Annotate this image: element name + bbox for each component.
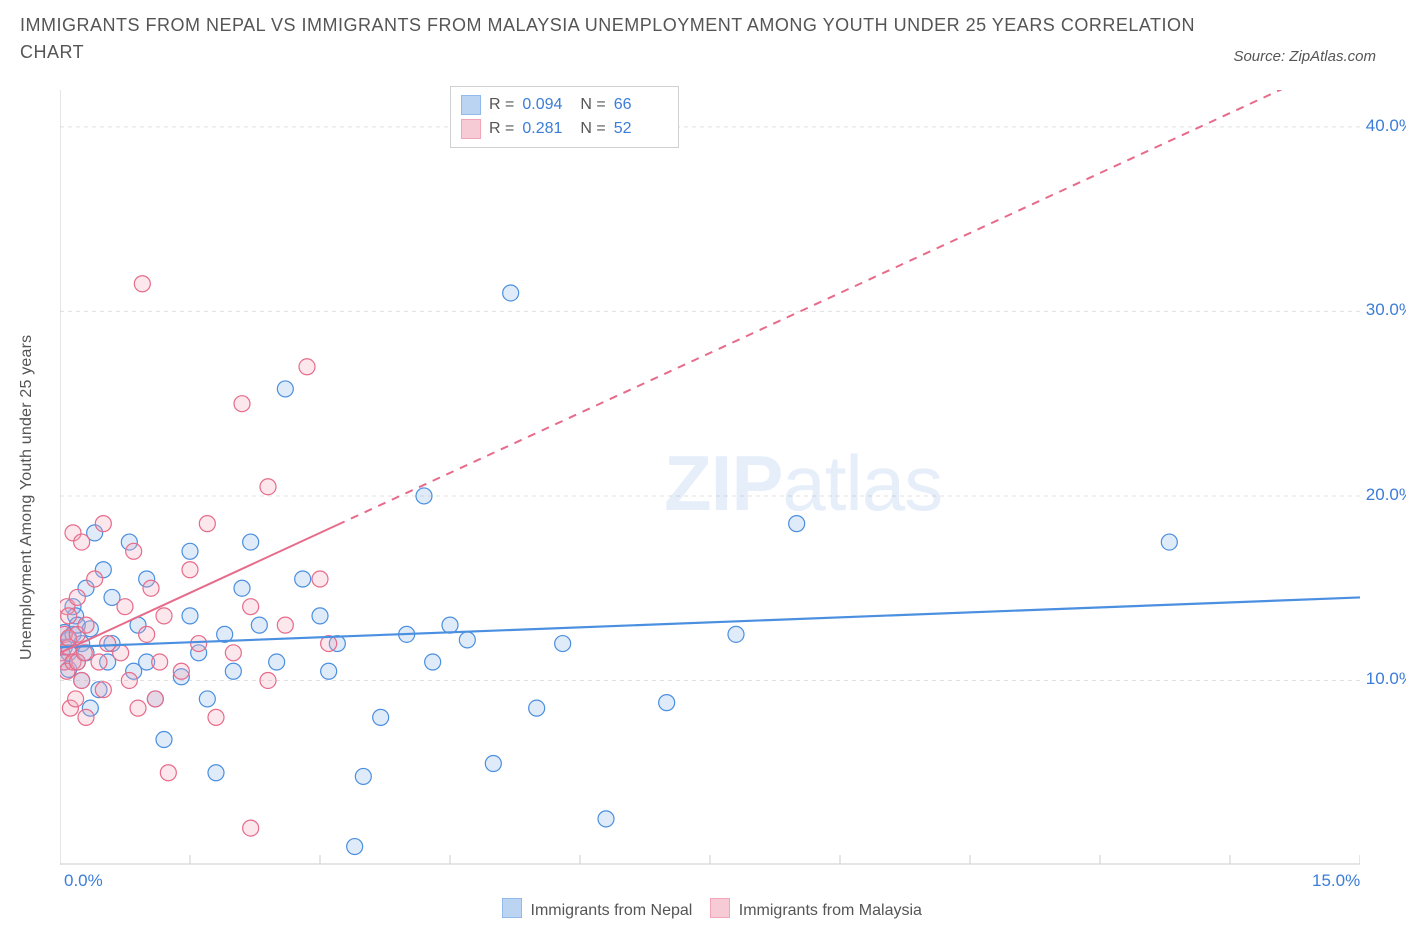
chart-title-line1: IMMIGRANTS FROM NEPAL VS IMMIGRANTS FROM… — [20, 15, 1195, 35]
data-point-nepal — [728, 626, 744, 642]
correlation-stats-box: R = 0.094 N = 66 R = 0.281 N = 52 — [450, 86, 679, 148]
data-point-nepal — [789, 516, 805, 532]
data-point-nepal — [234, 580, 250, 596]
data-point-nepal — [442, 617, 458, 633]
data-point-malaysia — [68, 691, 84, 707]
data-point-malaysia — [130, 700, 146, 716]
data-point-malaysia — [243, 599, 259, 615]
data-point-nepal — [269, 654, 285, 670]
data-point-malaysia — [95, 682, 111, 698]
data-point-malaysia — [87, 571, 103, 587]
data-point-nepal — [295, 571, 311, 587]
stats-n-label: N = — [580, 93, 605, 117]
data-point-nepal — [225, 663, 241, 679]
data-point-malaysia — [208, 709, 224, 725]
data-point-malaysia — [117, 599, 133, 615]
data-point-malaysia — [61, 608, 77, 624]
data-point-malaysia — [182, 562, 198, 578]
stats-row-malaysia: R = 0.281 N = 52 — [461, 117, 664, 141]
data-point-nepal — [1161, 534, 1177, 550]
data-point-malaysia — [260, 479, 276, 495]
data-point-nepal — [425, 654, 441, 670]
chart-title-line2: CHART — [20, 42, 84, 62]
stats-row-nepal: R = 0.094 N = 66 — [461, 93, 664, 117]
data-point-nepal — [485, 756, 501, 772]
data-point-malaysia — [74, 672, 90, 688]
data-point-malaysia — [121, 672, 137, 688]
data-point-nepal — [312, 608, 328, 624]
data-point-nepal — [321, 663, 337, 679]
data-point-malaysia — [199, 516, 215, 532]
data-point-nepal — [182, 543, 198, 559]
data-point-nepal — [503, 285, 519, 301]
y-tick-label: 20.0% — [1354, 485, 1406, 505]
data-point-nepal — [529, 700, 545, 716]
data-point-malaysia — [74, 534, 90, 550]
data-point-nepal — [208, 765, 224, 781]
data-point-malaysia — [143, 580, 159, 596]
data-point-nepal — [243, 534, 259, 550]
legend-swatch-nepal — [461, 95, 481, 115]
data-point-malaysia — [126, 543, 142, 559]
chart-title: IMMIGRANTS FROM NEPAL VS IMMIGRANTS FROM… — [20, 12, 1220, 66]
data-point-nepal — [182, 608, 198, 624]
legend-swatch-malaysia — [710, 898, 730, 918]
data-point-malaysia — [173, 663, 189, 679]
scatter-plot — [60, 90, 1360, 865]
y-axis-label: Unemployment Among Youth under 25 years — [18, 335, 36, 660]
data-point-nepal — [555, 636, 571, 652]
legend-label-malaysia: Immigrants from Malaysia — [734, 902, 922, 919]
data-point-nepal — [347, 839, 363, 855]
series-legend: Immigrants from Nepal Immigrants from Ma… — [0, 898, 1406, 920]
data-point-malaysia — [234, 396, 250, 412]
stats-r-label: R = — [489, 93, 514, 117]
legend-swatch-malaysia — [461, 119, 481, 139]
data-point-malaysia — [152, 654, 168, 670]
data-point-malaysia — [78, 709, 94, 725]
regression-line-malaysia-solid — [60, 525, 337, 653]
stats-n-value: 66 — [614, 93, 664, 117]
data-point-nepal — [355, 768, 371, 784]
data-point-nepal — [459, 632, 475, 648]
stats-n-label: N = — [580, 117, 605, 141]
data-point-nepal — [416, 488, 432, 504]
y-tick-label: 10.0% — [1354, 669, 1406, 689]
data-point-malaysia — [160, 765, 176, 781]
data-point-nepal — [598, 811, 614, 827]
y-tick-label: 40.0% — [1354, 116, 1406, 136]
data-point-malaysia — [95, 516, 111, 532]
data-point-nepal — [156, 732, 172, 748]
data-point-nepal — [373, 709, 389, 725]
stats-r-label: R = — [489, 117, 514, 141]
data-point-nepal — [199, 691, 215, 707]
x-tick-label: 15.0% — [1312, 871, 1360, 891]
data-point-malaysia — [113, 645, 129, 661]
data-point-malaysia — [299, 359, 315, 375]
data-point-malaysia — [69, 589, 85, 605]
data-point-malaysia — [91, 654, 107, 670]
data-point-malaysia — [277, 617, 293, 633]
stats-n-value: 52 — [614, 117, 664, 141]
data-point-nepal — [277, 381, 293, 397]
data-point-malaysia — [312, 571, 328, 587]
data-point-malaysia — [78, 617, 94, 633]
x-tick-label: 0.0% — [64, 871, 103, 891]
data-point-malaysia — [156, 608, 172, 624]
legend-label-nepal: Immigrants from Nepal — [526, 902, 692, 919]
data-point-nepal — [251, 617, 267, 633]
data-point-malaysia — [243, 820, 259, 836]
data-point-nepal — [659, 695, 675, 711]
stats-r-value: 0.281 — [522, 117, 572, 141]
data-point-malaysia — [260, 672, 276, 688]
data-point-malaysia — [225, 645, 241, 661]
data-point-malaysia — [147, 691, 163, 707]
stats-r-value: 0.094 — [522, 93, 572, 117]
data-point-malaysia — [191, 636, 207, 652]
y-tick-label: 30.0% — [1354, 300, 1406, 320]
regression-line-malaysia-dashed — [337, 90, 1360, 525]
legend-swatch-nepal — [502, 898, 522, 918]
data-point-malaysia — [139, 626, 155, 642]
data-point-malaysia — [134, 276, 150, 292]
source-attribution: Source: ZipAtlas.com — [1233, 48, 1376, 65]
